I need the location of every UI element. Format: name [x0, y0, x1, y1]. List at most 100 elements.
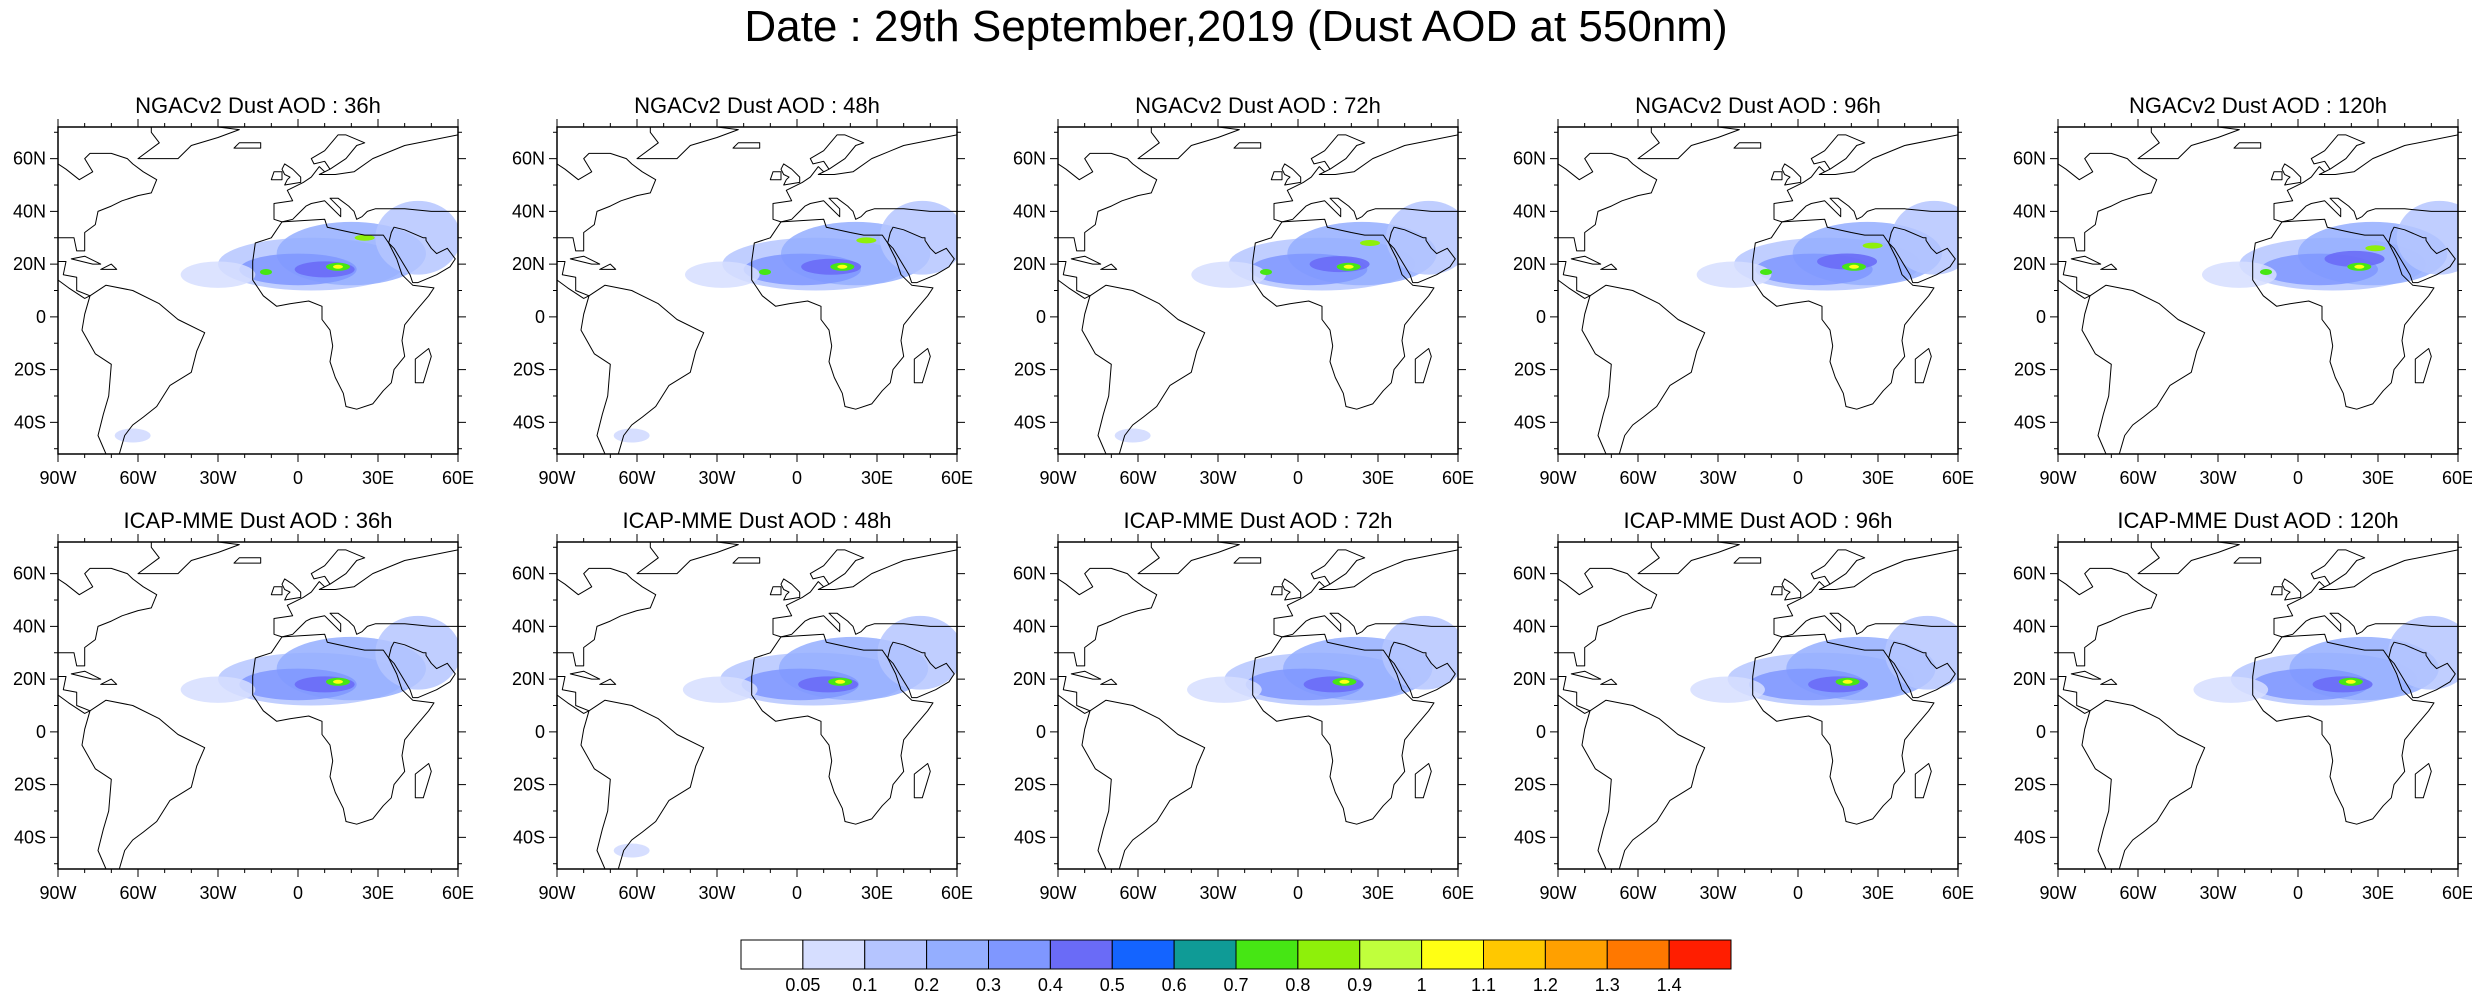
lat-tick-label: 40N: [2013, 616, 2046, 636]
dust-hotspot-peak: [837, 264, 848, 269]
lat-tick-label: 0: [1536, 307, 1546, 327]
dust-hotspot: [759, 269, 771, 276]
lat-tick-label: 40S: [14, 412, 46, 432]
lon-tick-label: 60W: [618, 883, 655, 903]
colorbar-label: 0.7: [1223, 975, 1248, 995]
coastline-northAmerica: [2058, 542, 2158, 667]
coastline-ireland: [2270, 171, 2283, 181]
lat-tick-label: 60N: [1013, 149, 1046, 169]
coastline-greenland: [2137, 127, 2240, 160]
dust-plume: [613, 428, 650, 443]
dust-core: [1808, 676, 1869, 693]
dust-hotspot: [354, 234, 375, 241]
lat-tick-label: 40S: [2014, 827, 2046, 847]
lat-tick-label: 20N: [512, 254, 545, 274]
map-panel: 90W 60W 30W 0 30E 60E 60N 40N 20N 0 20S 40S: [1013, 119, 1474, 488]
coastline-africa: [2252, 218, 2435, 410]
colorbar-label: 0.4: [1038, 975, 1063, 995]
lon-tick-label: 60E: [1442, 468, 1474, 488]
colorbar-swatch: [1359, 939, 1423, 970]
coastline-madagascar: [913, 348, 931, 384]
lat-tick-label: 20S: [1014, 360, 1046, 380]
dust-plume: [180, 676, 256, 703]
lon-tick-label: 0: [1793, 883, 1803, 903]
panel-title: NGACv2 Dust AOD : 120h: [2129, 93, 2387, 118]
coastline-centralAmerica: [1058, 676, 1091, 714]
lat-tick-label: 20S: [2014, 775, 2046, 795]
lon-tick-label: 30E: [362, 468, 394, 488]
coastline-arabia: [1888, 226, 1956, 284]
map-panel: 90W 60W 30W 0 30E 60E 60N 40N 20N 0 20S 40S: [512, 534, 973, 903]
coastline-ireland: [769, 171, 782, 181]
colorbar-label: 0.05: [785, 975, 820, 995]
lon-tick-label: 30E: [362, 883, 394, 903]
lon-tick-label: 30E: [1862, 883, 1894, 903]
coastline-southAmerica: [1081, 699, 1206, 869]
coastline-northAmerica: [1058, 127, 1158, 252]
lon-tick-label: 30W: [1199, 468, 1236, 488]
coastline-hispaniola: [599, 263, 617, 270]
lat-tick-label: 40N: [1513, 616, 1546, 636]
coastline-greenland: [1137, 127, 1240, 160]
coastline-northAmerica: [1558, 127, 1658, 252]
lat-tick-label: 20S: [1014, 775, 1046, 795]
lon-tick-label: 30E: [1362, 468, 1394, 488]
colorbar-label: 1.4: [1657, 975, 1682, 995]
lon-tick-label: 30E: [1862, 468, 1894, 488]
dust-plume: [682, 676, 758, 703]
lon-tick-label: 0: [1793, 468, 1803, 488]
lat-tick-label: 0: [36, 307, 46, 327]
coastline-uk: [780, 578, 801, 601]
coastline-iceland: [732, 142, 761, 149]
lon-tick-label: 60W: [618, 468, 655, 488]
map-panel: 90W 60W 30W 0 30E 60E 60N 40N 20N 0 20S 40S: [1013, 534, 1474, 903]
colorbar-label: 0.8: [1285, 975, 1310, 995]
lon-tick-label: 30E: [861, 468, 893, 488]
dust-plume: [1381, 615, 1458, 690]
dust-plume: [1187, 676, 1262, 703]
lon-tick-label: 30W: [698, 468, 735, 488]
coastline-greenland: [1637, 542, 1740, 575]
coastline-ireland: [270, 171, 283, 181]
dust-hotspot-peak: [333, 264, 343, 269]
coastline-greenland: [636, 542, 739, 575]
lon-tick-label: 30W: [199, 883, 236, 903]
dust-plume: [2202, 261, 2277, 288]
coastline-southAmerica: [2081, 699, 2206, 869]
coastline-africa: [1252, 218, 1435, 410]
lat-tick-label: 60N: [1513, 564, 1546, 584]
coastline-cuba: [569, 670, 601, 680]
coastline-ireland: [1270, 171, 1283, 181]
lon-tick-label: 30E: [2362, 468, 2394, 488]
coastline-africa: [1752, 633, 1935, 825]
coastline-cuba: [70, 670, 102, 680]
panel-title: NGACv2 Dust AOD : 36h: [135, 93, 381, 118]
colorbar-swatch: [1668, 939, 1732, 970]
lon-tick-label: 0: [2293, 883, 2303, 903]
coastline-arabia: [2388, 641, 2456, 699]
lat-tick-label: 40N: [512, 616, 545, 636]
dust-hotspot: [1260, 269, 1272, 276]
coastline-uk: [2281, 163, 2302, 186]
colorbar-swatch: [1483, 939, 1546, 970]
lon-tick-label: 60E: [1442, 883, 1474, 903]
lon-tick-label: 30W: [1699, 468, 1736, 488]
coastline-hispaniola: [100, 678, 118, 685]
coastline-africa: [751, 218, 934, 410]
coastline-madagascar: [1414, 348, 1432, 384]
lon-tick-label: 90W: [538, 468, 575, 488]
coastline-ireland: [769, 586, 782, 596]
coastline-iceland: [2233, 557, 2262, 564]
lat-tick-label: 40N: [2013, 201, 2046, 221]
lon-tick-label: 0: [792, 468, 802, 488]
coastline-southAmerica: [1081, 284, 1206, 454]
coastline-cuba: [2070, 255, 2102, 265]
colorbar-swatch: [1421, 939, 1484, 970]
lat-tick-label: 20S: [2014, 360, 2046, 380]
dust-hotspot: [2260, 269, 2272, 276]
lon-tick-label: 60E: [941, 468, 973, 488]
colorbar-label: 0.5: [1100, 975, 1125, 995]
lat-tick-label: 0: [2036, 722, 2046, 742]
coastline-arabia: [2388, 226, 2456, 284]
lat-tick-label: 60N: [1513, 149, 1546, 169]
